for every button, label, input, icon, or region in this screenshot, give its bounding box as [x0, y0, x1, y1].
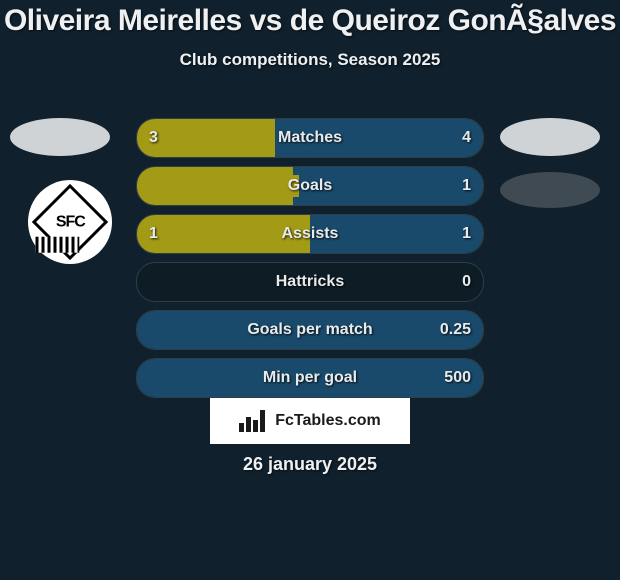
- player-right-badge: [500, 118, 600, 156]
- stat-label: Goals: [137, 167, 483, 205]
- stat-value-right: 500: [444, 359, 471, 397]
- stat-label: Assists: [137, 215, 483, 253]
- brand-logo: FcTables.com: [210, 398, 410, 444]
- stat-value-left: 1: [149, 215, 158, 253]
- crest-text: SFC: [56, 213, 85, 231]
- subtitle: Club competitions, Season 2025: [0, 50, 620, 70]
- stat-value-right: 0.25: [440, 311, 471, 349]
- stat-value-right: 1: [462, 167, 471, 205]
- stat-row: Min per goal500: [136, 358, 484, 398]
- player-left-badge: [10, 118, 110, 156]
- bars-icon: [239, 410, 269, 432]
- stat-row: Goals1: [136, 166, 484, 206]
- stat-row: Assists1 1: [136, 214, 484, 254]
- club-right-badge: [500, 172, 600, 208]
- stat-rows: Matches34Goals1Assists11Hattricks0Goals …: [136, 118, 484, 406]
- page-title: Oliveira Meirelles vs de Queiroz GonÃ§al…: [0, 0, 620, 38]
- stat-row: Matches3 4: [136, 118, 484, 158]
- stat-value-right: 0: [462, 263, 471, 301]
- club-left-crest: SFC: [28, 180, 112, 264]
- stat-value-right: 1: [462, 215, 471, 253]
- stat-value-left: 3: [149, 119, 158, 157]
- stat-label: Hattricks: [137, 263, 483, 301]
- stat-row: Goals per match0.25: [136, 310, 484, 350]
- stat-label: Matches: [137, 119, 483, 157]
- stat-label: Goals per match: [137, 311, 483, 349]
- stat-row: Hattricks0: [136, 262, 484, 302]
- stat-label: Min per goal: [137, 359, 483, 397]
- brand-text: FcTables.com: [275, 412, 381, 430]
- stat-value-right: 4: [462, 119, 471, 157]
- date-text: 26 january 2025: [0, 454, 620, 475]
- comparison-stage: Oliveira Meirelles vs de Queiroz GonÃ§al…: [0, 0, 620, 580]
